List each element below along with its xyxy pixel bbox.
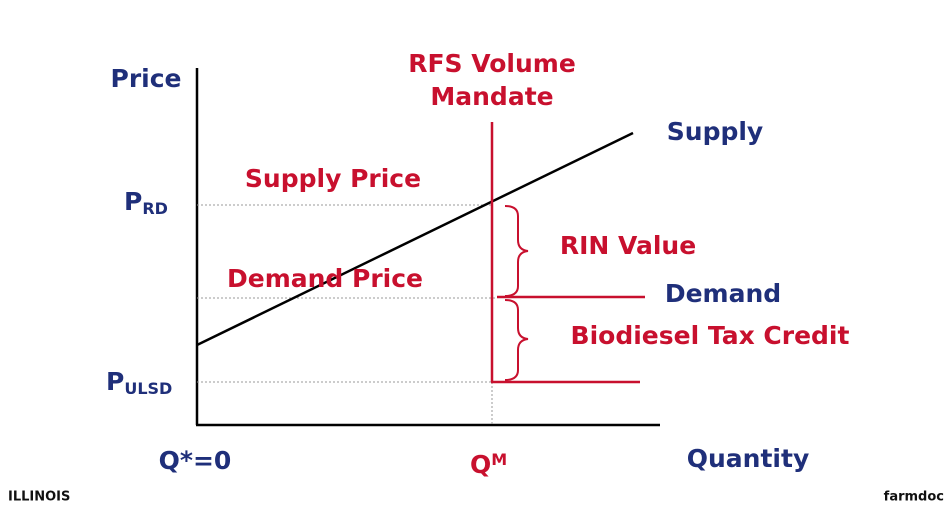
quantity-sup: M	[491, 450, 507, 469]
price-sub: ULSD	[124, 379, 172, 398]
origin-label: Q*=0	[159, 446, 232, 475]
price-main: P	[106, 367, 124, 396]
rin-brace	[504, 205, 529, 297]
annotation: Supply Price	[245, 164, 421, 193]
supply-label: Supply	[667, 117, 763, 146]
x-axis-label: Quantity	[687, 444, 810, 473]
y-axis-label: Price	[111, 64, 182, 93]
mandate-title: Mandate	[430, 82, 553, 111]
mandate-title: RFS Volume	[408, 49, 576, 78]
demand-label: Demand	[665, 279, 781, 308]
credit-brace	[504, 299, 529, 381]
quantity-label: QM	[470, 450, 507, 480]
price-label: PULSD	[106, 367, 172, 398]
price-sub: RD	[142, 199, 168, 218]
price-main: P	[124, 187, 142, 216]
quantity-main: Q	[470, 450, 491, 479]
price-label: PRD	[124, 187, 168, 218]
annotation: Demand Price	[227, 264, 423, 293]
annotation: Biodiesel Tax Credit	[571, 321, 850, 350]
supply-curve	[196, 131, 634, 347]
footer-left: ILLINOIS	[8, 490, 70, 505]
annotation: RIN Value	[560, 231, 696, 260]
footer-right: farmdoc	[884, 490, 944, 505]
